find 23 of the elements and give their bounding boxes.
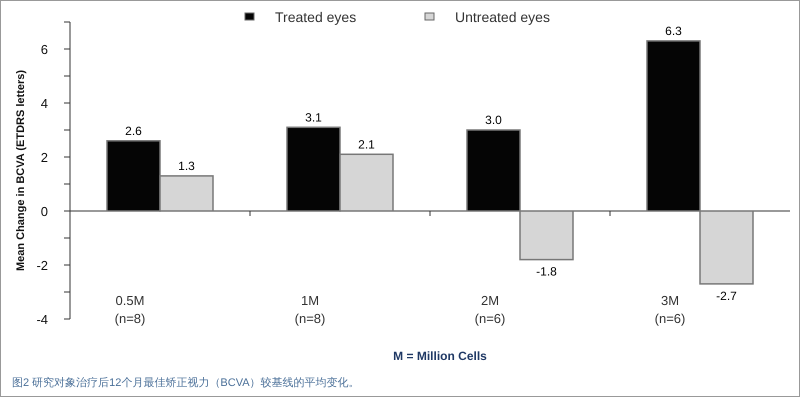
data-label: 2.6 [125,124,142,138]
x-tick-label: 2M (n=6) [474,293,506,326]
caption: 图2 研究对象治疗后12个月最佳矫正视力（BCVA）较基线的平均变化。 [12,376,360,389]
y-tick-label: 6 [40,42,48,57]
data-label: 6.3 [665,24,682,38]
x-tick-label: 0.5M (n=8) [114,293,146,326]
data-label: 3.0 [485,113,502,127]
y-tick-label: 0 [40,204,48,219]
data-label: 3.1 [305,110,322,124]
y-tick-label: -4 [36,312,48,327]
legend-label: Untreated eyes [455,9,550,25]
y-axis-title: Mean Change in BCVA (ETDRS letters) [15,70,27,272]
x-tick-label: 3M (n=6) [654,293,686,326]
data-label: -2.7 [716,288,738,303]
y-tick-label: -2 [36,258,48,273]
x-axis-title: M = Million Cells [393,349,488,363]
x-tick-label: 1M (n=8) [294,293,326,326]
data-label: 2.1 [358,137,376,152]
data-label: -1.8 [536,264,558,279]
data-label: 1.3 [178,158,196,173]
legend-label: Treated eyes [275,9,356,25]
y-tick-label: 4 [40,96,48,111]
y-tick-label: 2 [40,150,48,165]
